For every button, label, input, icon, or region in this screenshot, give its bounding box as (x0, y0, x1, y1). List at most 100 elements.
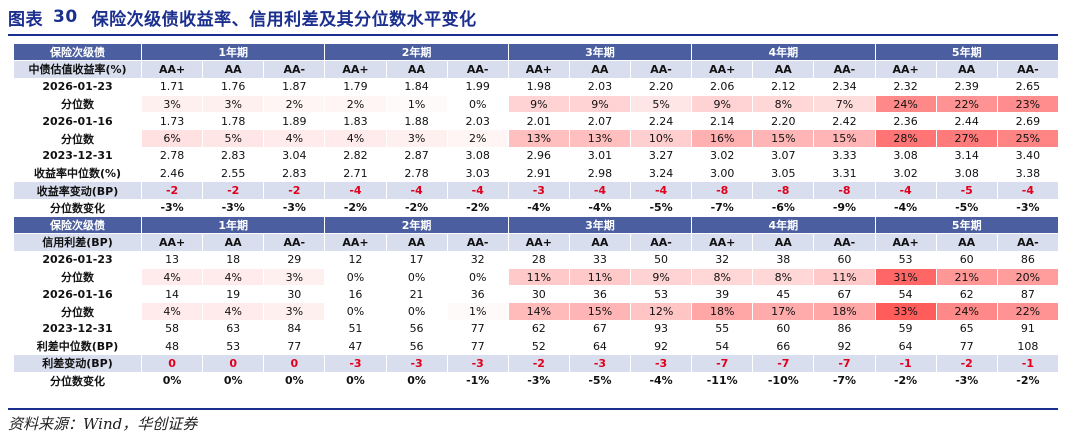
term-header: 1年期 (140, 42, 326, 62)
table-row: 2026-01-16 1.73 1.78 1.89 1.83 1.88 2.03 2.01 2.… (13, 112, 1060, 131)
table-cell: 63 (202, 319, 265, 339)
table-cell: 2.78 (140, 146, 204, 166)
table-cell: 18% (691, 302, 754, 321)
row-label: 收益率中位数(%) (13, 164, 142, 183)
table-cell: 2.78 (385, 164, 448, 183)
row-label: 分位数 (13, 94, 142, 114)
term-header: 3年期 (507, 42, 693, 62)
table-cell: -4 (568, 181, 632, 200)
table-cell: 24% (874, 94, 937, 114)
table-cell: -3 (629, 354, 693, 373)
table-cell: 1% (446, 302, 509, 321)
table-cell: 9% (507, 94, 570, 114)
table-cell: 0% (202, 371, 265, 390)
table-cell: 92 (629, 337, 693, 356)
header-label: 保险次级债 (13, 42, 142, 62)
table-cell: 3.33 (813, 146, 876, 166)
header-label: 保险次级债 (13, 215, 142, 235)
row-label: 2026-01-23 (13, 77, 142, 96)
grade-header: AA+ (874, 60, 937, 79)
term-header: 4年期 (691, 42, 876, 62)
table-header-row: 保险次级债 1年期 2年期 3年期 4年期 5年期 (13, 215, 1059, 235)
row-label: 分位数变化 (13, 371, 142, 390)
table-row: 2026-01-16 14 19 30 16 21 36 30 36 53 39 45 67 54 62 87 (13, 285, 1060, 304)
table-cell: 32 (446, 250, 509, 269)
table-cell: 30 (507, 285, 570, 304)
table-cell: -4 (385, 181, 448, 200)
table-cell: 53 (874, 250, 937, 269)
table-cell: 1.87 (263, 77, 326, 96)
table-cell: 53 (202, 337, 265, 356)
table-cell: 2.98 (568, 164, 632, 183)
grade-header: AA- (263, 233, 326, 252)
table-cell: 3.27 (629, 146, 693, 166)
table-cell: 2.14 (691, 112, 754, 131)
table-cell: 2.36 (874, 112, 937, 131)
table-cell: 0 (263, 354, 326, 373)
table-cell: -4 (874, 181, 937, 200)
table-cell: 2.20 (752, 112, 815, 131)
table-cell: 2.07 (568, 112, 632, 131)
table-cell: 56 (385, 337, 448, 356)
grade-header: AA (568, 233, 632, 252)
table-cell: 3.02 (874, 164, 937, 183)
table-row: 收益率变动(BP) -2 -2 -2 -4 -4 -4 -3 -4 -4 -8 -8 -8 -4 -5 -4 (13, 181, 1060, 200)
table-cell: 9% (691, 94, 754, 114)
table-cell: 62 (935, 285, 998, 304)
table-cell: 91 (996, 319, 1060, 339)
table-cell: -2% (446, 198, 509, 217)
table-cell: 11% (813, 267, 876, 287)
table-cell: 2% (446, 129, 509, 148)
table-cell: 55 (691, 319, 754, 339)
title-rule (8, 34, 1058, 36)
table-cell: 0% (324, 371, 387, 390)
row-label: 分位数变化 (13, 198, 142, 217)
table-cell: 86 (813, 319, 876, 339)
table-cell: 3.05 (752, 164, 815, 183)
table-cell: 1.78 (202, 112, 265, 131)
table-cell: -3% (263, 198, 326, 217)
table-cell: -2% (385, 198, 448, 217)
term-header: 2年期 (324, 42, 509, 62)
grade-header-row: 中债估值收益率(%) AA+ AA AA- AA+ AA AA- AA+ AA AA- AA+ AA A… (13, 60, 1060, 79)
table-cell: 2.03 (446, 112, 509, 131)
table-cell: 19 (202, 285, 265, 304)
row-label: 2023-12-31 (13, 146, 142, 166)
insurance-subordinated-bond-table: 保险次级债 1年期 2年期 3年期 4年期 5年期 中债估值收益率(%) AA+ AA AA- AA… (13, 42, 1060, 390)
table-cell: -5% (568, 371, 632, 390)
term-header: 4年期 (691, 215, 876, 235)
grade-header: AA (752, 233, 815, 252)
table-cell: 64 (874, 337, 937, 356)
source-note: 资料来源：Wind，华创证券 (8, 415, 198, 433)
table-cell: 52 (507, 337, 570, 356)
figure-label: 图表 (8, 9, 43, 30)
table-row: 分位数变化 0% 0% 0% 0% 0% -1% -3% -5% -4% -11% -10% -7% -2… (13, 371, 1060, 390)
table-cell: 77 (446, 337, 509, 356)
table-cell: 7% (813, 94, 876, 114)
table-cell: 3% (202, 94, 265, 114)
table-cell: 4% (324, 129, 387, 148)
table-cell: -1 (874, 354, 937, 373)
table-cell: 86 (996, 250, 1060, 269)
table-cell: 3.02 (691, 146, 754, 166)
table-cell: 2% (263, 94, 326, 114)
table-cell: -2 (202, 181, 265, 200)
table-cell: 0% (446, 267, 509, 287)
table-cell: 16% (691, 129, 754, 148)
table-cell: -8 (752, 181, 815, 200)
row-label: 2023-12-31 (13, 319, 142, 339)
grade-header: AA (385, 233, 448, 252)
table-cell: 0 (202, 354, 265, 373)
table-cell: 58 (140, 319, 204, 339)
row-label: 利差变动(BP) (13, 354, 142, 373)
table-cell: 3% (385, 129, 448, 148)
table-cell: 0% (263, 371, 326, 390)
table-cell: 0% (140, 371, 204, 390)
table-cell: 2.20 (629, 77, 693, 96)
table-cell: 48 (140, 337, 204, 356)
table-cell: 17% (752, 302, 815, 321)
grade-header: AA- (263, 60, 326, 79)
table-cell: 14 (140, 285, 204, 304)
table-cell: -2 (507, 354, 570, 373)
table-cell: 77 (263, 337, 326, 356)
